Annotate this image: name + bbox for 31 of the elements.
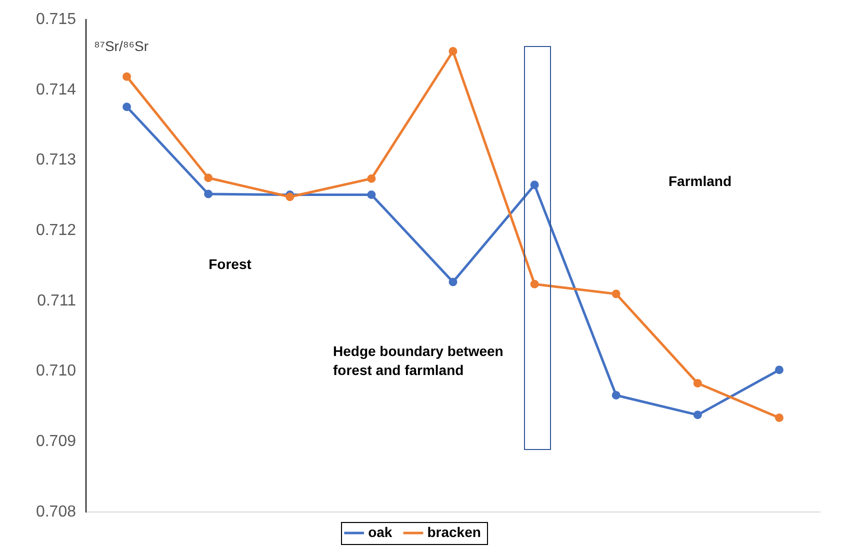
point [367, 190, 376, 200]
point [530, 180, 539, 190]
point [122, 102, 132, 112]
annotation: Forest [208, 256, 252, 272]
point [693, 379, 702, 388]
point [774, 413, 784, 422]
y-tick-label: 0.713 [36, 152, 76, 169]
point [367, 174, 376, 183]
point [448, 47, 458, 56]
legend-label: oak [368, 524, 392, 540]
point [774, 366, 784, 374]
y-tick-label: 0.711 [37, 292, 76, 310]
point [448, 278, 458, 286]
point [204, 174, 213, 182]
point [612, 390, 620, 400]
y-tick-label: 0.710 [36, 362, 76, 380]
y-tick-label: 0.709 [36, 433, 76, 450]
legend-label: bracken [427, 524, 481, 540]
point [286, 192, 294, 202]
y-tick-label: 0.712 [36, 222, 76, 240]
y-tick-label: 0.714 [36, 81, 76, 98]
y-tick-label: 0.715 [36, 11, 76, 28]
annotation: Hedge boundary between forest and farmland [333, 342, 504, 378]
y-tick-label: 0.708 [36, 503, 76, 520]
y-axis-title: ⁸⁷Sr/⁸⁶Sr [94, 38, 149, 54]
annotation: Farmland [668, 172, 732, 189]
point [530, 280, 539, 288]
point [612, 290, 620, 298]
point [204, 190, 213, 198]
point [693, 410, 702, 420]
point [122, 72, 132, 81]
